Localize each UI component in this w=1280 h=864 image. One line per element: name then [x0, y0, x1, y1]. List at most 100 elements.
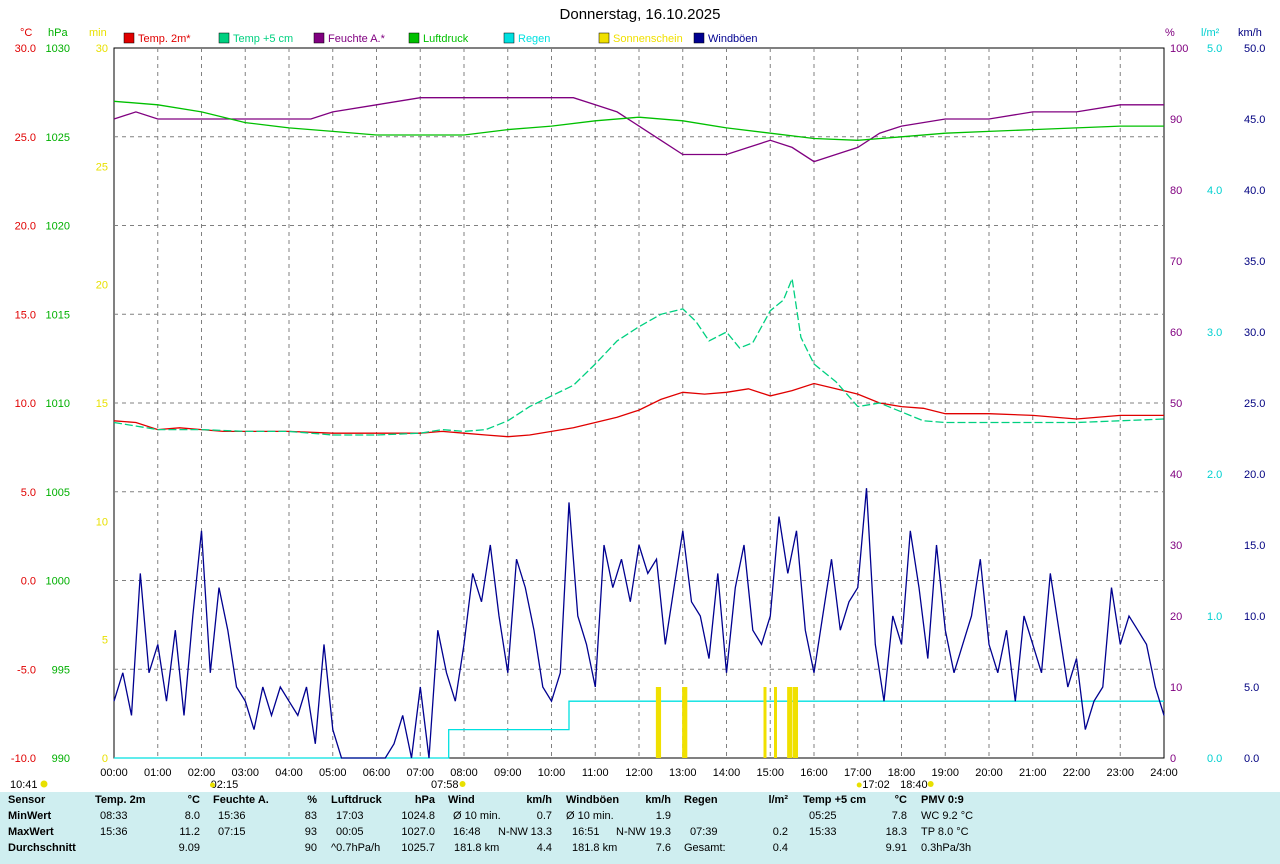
- temp-axis-tick: 10.0: [15, 398, 36, 410]
- sunshine-bar: [787, 687, 791, 758]
- stats-temp5cm-column: Temp +5 cm °C 05:25 7.8 15:33 18.3 9.91: [803, 792, 907, 856]
- pressure-axis-tick: 1000: [46, 576, 70, 588]
- wind-axis-tick: 0.0: [1244, 753, 1259, 765]
- wind-axis-tick: 25.0: [1244, 398, 1265, 410]
- stats-temp2m-max-time: 15:36: [100, 826, 128, 838]
- stats-pmv-column: PMV 0:9 WC 9.2 °C TP 8.0 °C 0.3hPa/3h: [921, 792, 1031, 856]
- sunrise-label: 07:58: [431, 779, 459, 791]
- pressure-axis-unit: hPa: [48, 27, 68, 39]
- pressure-axis-tick: 1005: [46, 487, 70, 499]
- stats-humidity-unit: %: [307, 794, 317, 806]
- time-axis-label: 05:00: [319, 767, 347, 779]
- wind-axis-tick: 50.0: [1244, 43, 1265, 55]
- humidity-axis-tick: 100: [1170, 43, 1188, 55]
- stats-rain-header: Regen: [684, 794, 718, 806]
- rain-axis-tick: 5.0: [1207, 43, 1222, 55]
- legend-label: Windböen: [708, 33, 758, 45]
- wind-axis-tick: 15.0: [1244, 540, 1265, 552]
- time-axis-label: 16:00: [800, 767, 828, 779]
- sunshine-bar: [655, 687, 659, 758]
- stats-gusts-max-time: 16:51: [572, 826, 600, 838]
- stats-temp5cm-max: 18.3: [885, 826, 907, 838]
- time-axis-label: 24:00: [1150, 767, 1178, 779]
- current-time-icon: [40, 780, 48, 788]
- sunshine-bar: [682, 687, 686, 758]
- legend-swatch: [503, 32, 515, 44]
- sun-axis-tick: 25: [96, 161, 108, 173]
- sunshine-bar: [763, 687, 767, 758]
- time-axis-label: 12:00: [625, 767, 653, 779]
- time-axis-label: 23:00: [1106, 767, 1134, 779]
- time-axis-label: 10:00: [538, 767, 566, 779]
- sun-axis-tick: 10: [96, 516, 108, 528]
- sun-axis-tick: 30: [96, 43, 108, 55]
- stats-humidity-header: Feuchte A.: [213, 794, 269, 806]
- stats-wind-column: Wind km/h Ø 10 min. 0.7 16:48 N-NW 13.3 181.…: [448, 792, 552, 856]
- temp-axis-tick: 25.0: [15, 132, 36, 144]
- wind-gust-line: [113, 488, 1165, 759]
- wind-axis-tick: 40.0: [1244, 185, 1265, 197]
- pressure-axis-tick: 990: [52, 753, 70, 765]
- time-axis-label: 11:00: [582, 767, 609, 779]
- stats-humidity-column: Feuchte A.% 15:36 83 07:15 93 90: [213, 792, 317, 856]
- stats-pressure-header: Luftdruck: [331, 794, 382, 806]
- stats-temp2m-unit: °C: [187, 794, 200, 806]
- wind-axis-tick: 35.0: [1244, 256, 1265, 268]
- time-axis-label: 22:00: [1063, 767, 1091, 779]
- humidity-axis-tick: 80: [1170, 185, 1182, 197]
- time-axis-label: 07:00: [406, 767, 434, 779]
- stats-max-label: MaxWert: [8, 826, 54, 838]
- legend-label: Temp +5 cm: [233, 33, 293, 45]
- humidity-line: [113, 97, 1164, 163]
- stats-rain-total: 0.4: [772, 842, 788, 854]
- stats-temp2m-avg: 9.09: [178, 842, 200, 854]
- humidity-axis-tick: 40: [1170, 469, 1182, 481]
- stats-temp5cm-unit: °C: [894, 794, 907, 806]
- legend-label: Temp. 2m*: [138, 33, 191, 45]
- legend-label: Sonnenschein: [613, 33, 683, 45]
- stats-pressure-column: Luftdruck hPa 17:03 1024.8 00:05 1027.0 ^0.…: [331, 792, 435, 856]
- stats-temp2m-min-time: 08:33: [100, 810, 128, 822]
- pressure-axis-tick: 1020: [46, 221, 70, 233]
- stats-pressure-min-time: 17:03: [336, 810, 364, 822]
- time-axis-label: 03:00: [231, 767, 259, 779]
- stats-gusts-avg10-label: Ø 10 min.: [566, 810, 614, 822]
- time-axis-label: 00:00: [100, 767, 128, 779]
- stats-humidity-min-time: 15:36: [218, 810, 246, 822]
- time-axis-label: 09:00: [494, 767, 522, 779]
- pressure-axis-tick: 1010: [46, 398, 70, 410]
- humidity-axis-tick: 30: [1170, 540, 1182, 552]
- stats-wind-avg10-label: Ø 10 min.: [453, 810, 501, 822]
- stats-rain-total-label: Gesamt:: [684, 842, 726, 854]
- stats-humidity-max-time: 07:15: [218, 826, 246, 838]
- stats-temp2m-min: 8.0: [184, 810, 200, 822]
- temp-axis-unit: °C: [20, 27, 32, 39]
- temp-axis-tick: 5.0: [21, 487, 36, 499]
- stats-gusts-column: Windböen km/h Ø 10 min. 1.9 16:51 N-NW 19.3 …: [566, 792, 671, 856]
- stats-pmv-header: PMV 0:9: [921, 794, 964, 806]
- sunshine-bar: [789, 687, 793, 758]
- wind-axis-tick: 45.0: [1244, 114, 1265, 126]
- humidity-axis-tick: 0: [1170, 753, 1176, 765]
- legend-label: Feuchte A.*: [328, 33, 386, 45]
- stats-wind-unit: km/h: [526, 794, 552, 806]
- temp-axis-tick: 0.0: [21, 576, 36, 588]
- stats-gusts-unit: km/h: [645, 794, 671, 806]
- humidity-axis-tick: 70: [1170, 256, 1182, 268]
- humidity-axis-tick: 50: [1170, 398, 1182, 410]
- stats-humidity-min: 83: [304, 810, 317, 822]
- stats-temp2m-header: Temp. 2m: [95, 794, 146, 806]
- stats-gusts-avg: 7.6: [655, 842, 671, 854]
- rain-axis-tick: 0.0: [1207, 753, 1222, 765]
- stats-wind-max: 13.3: [530, 826, 552, 838]
- stats-wind-max-dir: N-NW: [498, 826, 528, 838]
- time-axis-label: 02:00: [188, 767, 216, 779]
- time-axis-label: 19:00: [931, 767, 959, 779]
- temp-2m-line: [113, 382, 1164, 438]
- stats-rain-column: Regen l/m² 07:39 0.2 Gesamt: 0.4: [684, 792, 788, 856]
- legend-swatch: [123, 32, 135, 44]
- time-axis-label: 01:00: [144, 767, 172, 779]
- stats-temp2m-column: Temp. 2m °C 08:33 8.0 15:36 11.2 9.09: [95, 792, 200, 856]
- stats-wind-header: Wind: [448, 794, 475, 806]
